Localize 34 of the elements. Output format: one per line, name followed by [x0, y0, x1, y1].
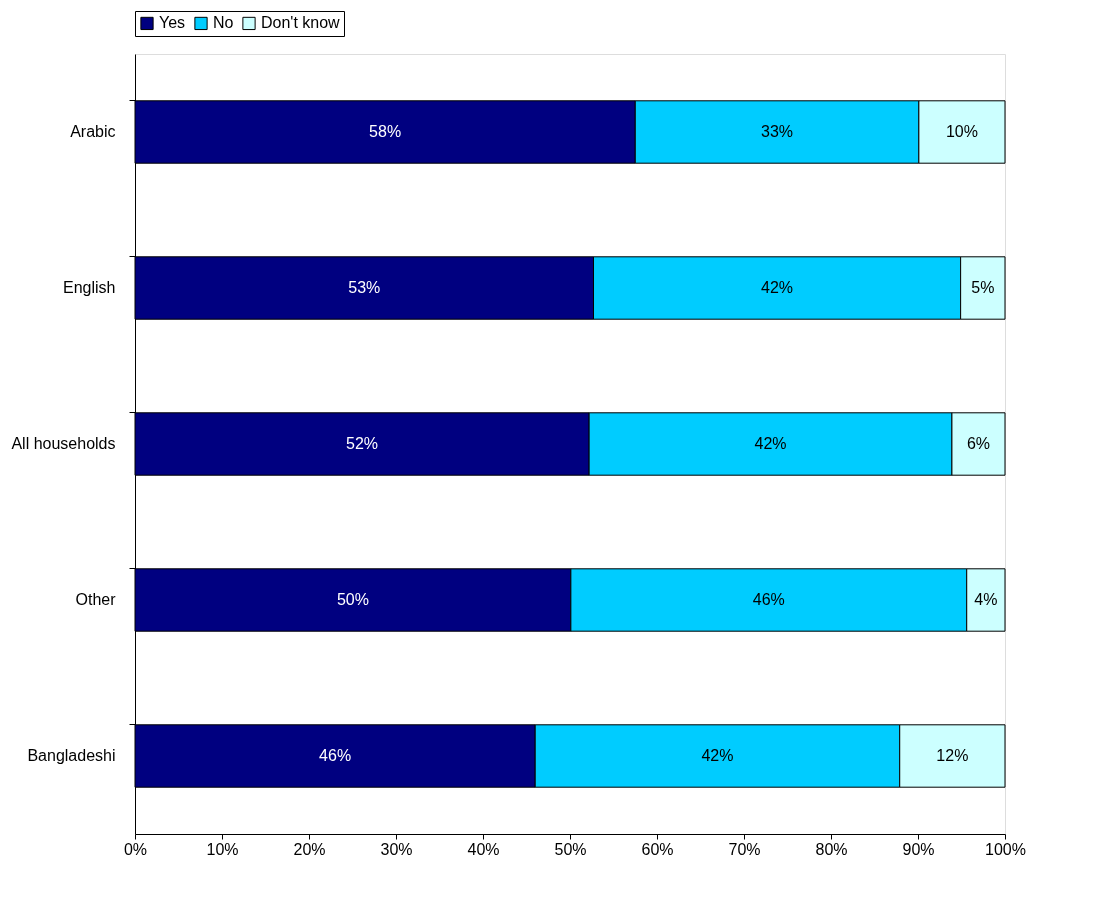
- data-label: 6%: [966, 435, 991, 452]
- data-label: 53%: [348, 279, 381, 296]
- y-tick-label: Arabic: [70, 123, 116, 140]
- y-tick-label: Other: [75, 591, 117, 608]
- x-tick-label: 0%: [123, 840, 148, 858]
- data-label: 42%: [754, 435, 787, 452]
- data-label: 33%: [761, 123, 794, 140]
- x-tick-label: 50%: [554, 840, 587, 858]
- data-label: 4%: [974, 591, 998, 608]
- x-tick-label: 70%: [728, 840, 761, 858]
- data-label: 46%: [752, 591, 785, 608]
- y-tick-label: All households: [11, 435, 116, 452]
- y-tick-label: English: [63, 279, 116, 296]
- data-label: 42%: [761, 279, 794, 296]
- y-tick-label: Bangladeshi: [27, 747, 116, 764]
- data-label: 10%: [945, 123, 978, 140]
- data-label: 46%: [319, 747, 352, 764]
- x-tick-label: 10%: [206, 840, 239, 858]
- data-label: 12%: [936, 747, 969, 764]
- x-tick-label: 30%: [380, 840, 413, 858]
- data-label: 52%: [346, 435, 379, 452]
- data-label: 5%: [971, 279, 995, 296]
- legend-label: No: [213, 14, 234, 32]
- x-tick-label: 60%: [641, 840, 674, 858]
- data-label: 50%: [336, 591, 369, 608]
- legend-label: Yes: [159, 14, 186, 32]
- x-tick-label: 100%: [985, 840, 1026, 858]
- data-label: 42%: [701, 747, 734, 764]
- data-label: 58%: [369, 123, 402, 140]
- legend-label: Don't know: [261, 14, 341, 32]
- x-tick-label: 40%: [467, 840, 500, 858]
- x-tick-label: 80%: [815, 840, 848, 858]
- x-tick-label: 20%: [293, 840, 326, 858]
- x-tick-label: 90%: [902, 840, 935, 858]
